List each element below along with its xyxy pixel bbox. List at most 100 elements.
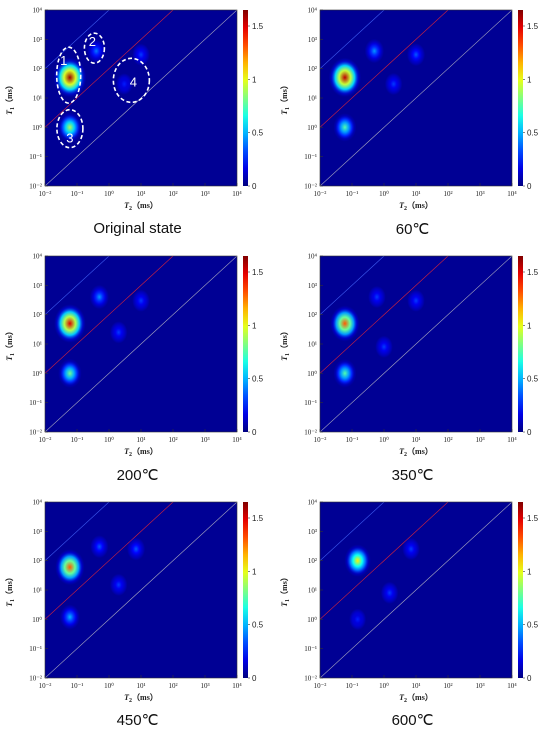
x-tick-label: 10¹ (411, 682, 420, 690)
x-tick-label: 10¹ (136, 190, 145, 198)
diagonal-line (45, 502, 174, 620)
y-tick-label: 10² (308, 65, 317, 73)
peak-blob (330, 305, 360, 342)
colorbar-tick-label: 0.5 (527, 129, 539, 138)
x-tick-label: 10¹ (411, 190, 420, 198)
y-tick-label: 10⁻² (304, 183, 317, 191)
y-tick-label: 10⁻¹ (29, 399, 42, 407)
peak-blob (333, 359, 357, 388)
y-tick-label: 10³ (33, 528, 42, 536)
y-tick-label: 10¹ (33, 341, 42, 349)
x-tick-label: 10¹ (411, 436, 420, 444)
diagonal-line (320, 10, 449, 128)
y-tick-label: 10⁴ (308, 253, 318, 261)
y-tick-label: 10³ (308, 282, 317, 290)
colorbar-tick-label: 1 (252, 75, 257, 84)
y-tick-label: 10⁰ (32, 616, 42, 624)
colorbar-tick-label: 0 (527, 182, 532, 191)
x-tick-label: 10² (443, 190, 452, 198)
diagonal-line (320, 502, 449, 620)
x-tick-label: 10⁻¹ (71, 190, 84, 198)
x-tick-label: 10⁻² (314, 682, 327, 690)
y-tick-label: 10⁻² (29, 183, 42, 191)
colorbar-tick-label: 1 (252, 321, 257, 330)
heatmap-svg: 10⁻²10⁻² 10⁻¹ 10⁻¹ 10⁰ 10⁰ 10¹ 10¹ 10² 10² 10³ 10³… (279, 7, 539, 213)
peak-blob (89, 284, 110, 310)
colorbar-tick-label: 1.5 (527, 268, 539, 277)
y-tick-label: 10² (308, 311, 317, 319)
y-tick-label: 10³ (33, 36, 42, 44)
y-tick-label: 10² (33, 311, 42, 319)
peak-blob (86, 39, 106, 63)
y-tick-label: 10² (33, 65, 42, 73)
y-axis-label: T1（ms） (279, 81, 291, 115)
x-axis-label: T2（ms） (124, 446, 158, 458)
y-tick-label: 10⁴ (33, 499, 43, 507)
peak-blob (53, 57, 87, 98)
y-tick-label: 10³ (33, 282, 42, 290)
colorbar (243, 10, 248, 186)
panel-caption: 600℃ (391, 712, 434, 729)
x-axis-label: T2（ms） (399, 692, 433, 704)
panel-caption: 200℃ (116, 467, 159, 484)
peak-blob (132, 43, 150, 66)
region-outline (56, 108, 84, 149)
heatmap-svg: 10⁻²10⁻² 10⁻¹ 10⁻¹ 10⁰ 10⁰ 10¹ 10¹ 10² 10² 10³ 10³… (279, 253, 539, 459)
colorbar-tick-label: 1 (527, 75, 532, 84)
y-tick-label: 10⁴ (308, 499, 318, 507)
peak-blob (384, 72, 403, 96)
diagonal-line (45, 502, 110, 561)
region-label: 2 (89, 34, 96, 49)
peak-blob (344, 544, 371, 578)
y-tick-label: 10¹ (308, 587, 317, 595)
y-tick-label: 10⁴ (33, 7, 43, 15)
y-tick-label: 10¹ (33, 95, 42, 103)
peak-blob (333, 113, 357, 142)
peak-blob (407, 289, 425, 312)
colorbar-tick-label: 1 (527, 321, 532, 330)
x-tick-label: 10² (443, 682, 452, 690)
x-axis-label: T2（ms） (124, 200, 158, 212)
heatmap-svg: 10⁻²10⁻² 10⁻¹ 10⁻¹ 10⁰ 10⁰ 10¹ 10¹ 10² 10² 10³ 10³… (4, 253, 264, 459)
y-tick-label: 10⁻¹ (29, 645, 42, 653)
x-tick-label: 10⁴ (507, 190, 517, 198)
panel-caption: 450℃ (116, 712, 159, 729)
x-tick-label: 10³ (200, 682, 209, 690)
colorbar-tick-label: 0 (252, 674, 257, 683)
colorbar-tick-label: 1.5 (527, 514, 539, 523)
peak-blob (402, 537, 420, 561)
colorbar-tick-label: 1.5 (252, 514, 264, 523)
peak-blob (59, 604, 80, 630)
region-outline (112, 57, 151, 104)
diagonal-line (45, 256, 110, 315)
y-tick-label: 10² (33, 557, 42, 565)
x-tick-label: 10⁴ (232, 436, 242, 444)
y-tick-label: 10⁻¹ (29, 153, 42, 161)
x-tick-label: 10³ (200, 436, 209, 444)
y-tick-label: 10⁻² (29, 675, 42, 683)
colorbar-tick-label: 0.5 (527, 621, 539, 630)
heatmap-panel: 10⁻² 10⁻² 10⁻¹ 10⁻¹ 10⁰ 10⁰ 10¹ 10¹ 10² 10² 10³ 10³… (0, 492, 275, 738)
colorbar (243, 256, 248, 432)
y-tick-label: 10¹ (308, 341, 317, 349)
peak-blob (364, 38, 385, 64)
y-axis-label: T1（ms） (4, 327, 16, 361)
y-tick-label: 10⁴ (33, 253, 43, 261)
y-tick-label: 10⁰ (32, 370, 42, 378)
x-tick-label: 10¹ (136, 436, 145, 444)
y-axis-label: T1（ms） (4, 81, 16, 115)
y-tick-label: 10⁻¹ (304, 153, 317, 161)
peak-blob (90, 535, 109, 559)
heatmap-panel: 10⁻² 10⁻² 10⁻¹ 10⁻¹ 10⁰ 10⁰ 10¹ 10¹ 10² 10² 10³ 10³… (275, 492, 550, 738)
x-tick-label: 10³ (200, 190, 209, 198)
x-tick-label: 10³ (475, 436, 484, 444)
heatmap-svg: 10⁻²10⁻² 10⁻¹ 10⁻¹ 10⁰ 10⁰ 10¹ 10¹ 10² 10² 10³ 10³… (4, 499, 264, 705)
heatmap-panel: 10⁻² 10⁻² 10⁻¹ 10⁻¹ 10⁰ 10⁰ 10¹ 10¹ 10² 10² 10³ 10³… (0, 246, 275, 492)
colorbar-tick-label: 1.5 (252, 22, 264, 31)
peak-blob (55, 549, 85, 586)
x-tick-label: 10⁴ (507, 682, 517, 690)
x-tick-label: 10⁰ (379, 682, 389, 690)
peak-blob (58, 358, 82, 388)
colorbar-tick-label: 0.5 (527, 375, 539, 384)
peak-blob (53, 303, 86, 343)
